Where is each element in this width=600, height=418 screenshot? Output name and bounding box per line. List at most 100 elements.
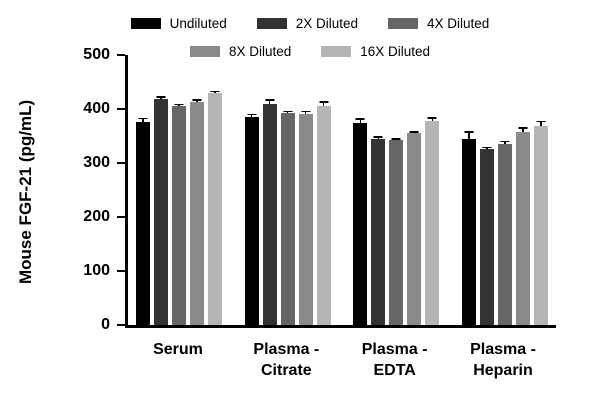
y-tick-mark [117, 53, 125, 57]
bar [497, 140, 512, 325]
legend-swatch [388, 18, 419, 29]
bar [461, 131, 476, 325]
bar [533, 120, 548, 325]
bar-group-plasma-edta [353, 117, 440, 325]
error-bar [265, 99, 275, 104]
y-tick-mark [117, 107, 125, 111]
bar [316, 101, 331, 325]
error-bar-cap [373, 136, 383, 138]
error-bar-cap [301, 110, 311, 113]
bar-group-serum [136, 90, 222, 325]
legend-label: 2X Diluted [295, 16, 359, 31]
error-bar [192, 99, 202, 102]
error-bar [355, 118, 365, 123]
legend-label: 8X Diluted [228, 44, 292, 59]
legend-swatch [256, 18, 287, 29]
error-bar [247, 113, 257, 118]
error-bar-cap [391, 138, 401, 140]
error-bar [301, 110, 311, 114]
chart-legend: Undiluted 2X Diluted 4X Diluted 8X Diluted 1… [100, 16, 520, 59]
error-bar-cap [265, 99, 275, 101]
legend-label: 4X Diluted [427, 16, 490, 31]
legend-label: Undiluted [169, 16, 227, 31]
error-bar-cap [138, 117, 148, 120]
legend-item-16x-diluted: 16X Diluted [321, 44, 430, 59]
error-bar [373, 136, 383, 139]
error-bar [500, 140, 510, 144]
error-bar-cap [482, 146, 492, 149]
bar [190, 99, 204, 325]
legend-item-undiluted: Undiluted [130, 16, 227, 31]
y-tick-label: 0 [101, 316, 110, 333]
bar [136, 117, 150, 325]
legend-swatch [189, 46, 220, 57]
bar [262, 99, 277, 325]
bar [280, 110, 295, 325]
bar [407, 131, 422, 325]
plot-area [125, 55, 556, 328]
bar [479, 146, 494, 325]
bar-group-plasma-heparin [461, 120, 548, 325]
error-bar [283, 110, 293, 114]
error-bar-cap [174, 103, 184, 106]
x-category-label: Plasma - EDTA [361, 341, 428, 379]
error-bar [409, 131, 419, 134]
error-bar [536, 120, 546, 127]
error-bar-cap [283, 110, 293, 113]
legend-swatch [321, 46, 352, 57]
bar [353, 118, 368, 325]
bar [154, 96, 168, 325]
error-bar [210, 90, 220, 94]
x-category-label: Plasma - Citrate [253, 341, 320, 379]
y-tick-label: 400 [83, 100, 110, 117]
legend-item-4x-diluted: 4X Diluted [388, 16, 489, 31]
y-tick-label: 200 [83, 208, 110, 225]
error-bar [482, 146, 492, 149]
error-bar-cap [355, 118, 365, 120]
error-bar-cap [518, 127, 528, 129]
error-bar-cap [319, 101, 329, 103]
bar [425, 117, 440, 325]
x-category-label: Plasma - Heparin [470, 341, 536, 379]
error-bar [391, 138, 401, 141]
y-tick-label: 100 [83, 262, 110, 279]
error-bar [427, 117, 437, 122]
error-bar [138, 117, 148, 122]
y-tick-label: 500 [83, 46, 110, 63]
bars-container [128, 55, 556, 325]
bar [515, 127, 530, 325]
bar [371, 136, 386, 325]
error-bar-cap [156, 96, 166, 98]
error-bar-cap [536, 120, 546, 123]
legend-swatch [130, 18, 161, 29]
error-bar-cap [409, 131, 419, 133]
error-bar [319, 101, 329, 106]
y-tick-mark [117, 215, 125, 219]
legend-item-8x-diluted: 8X Diluted [189, 44, 292, 59]
y-axis: 0 100 200 300 400 500 [0, 46, 125, 333]
error-bar [518, 127, 528, 132]
error-bar [174, 103, 184, 107]
error-bar [464, 131, 474, 139]
error-bar-cap [427, 117, 437, 119]
x-category-label: Serum [153, 341, 203, 358]
error-bar-cap [247, 113, 257, 116]
bar [172, 103, 186, 325]
y-tick-mark [117, 269, 125, 273]
error-bar-cap [192, 99, 202, 101]
error-bar [156, 96, 166, 100]
bar-group-plasma-citrate [244, 99, 331, 325]
legend-label: 16X Diluted [360, 44, 431, 59]
error-bar-cap [464, 131, 474, 133]
y-tick-mark [117, 161, 125, 165]
bar [298, 110, 313, 325]
bar [208, 90, 222, 325]
bar [244, 113, 259, 325]
error-bar-cap [500, 140, 510, 143]
legend-item-2x-diluted: 2X Diluted [256, 16, 359, 31]
error-bar-cap [210, 90, 220, 93]
y-tick-label: 300 [83, 154, 110, 171]
bar [389, 138, 404, 325]
x-axis-labels: Serum Plasma - Citrate Plasma - EDTA Plasma… [125, 340, 556, 382]
